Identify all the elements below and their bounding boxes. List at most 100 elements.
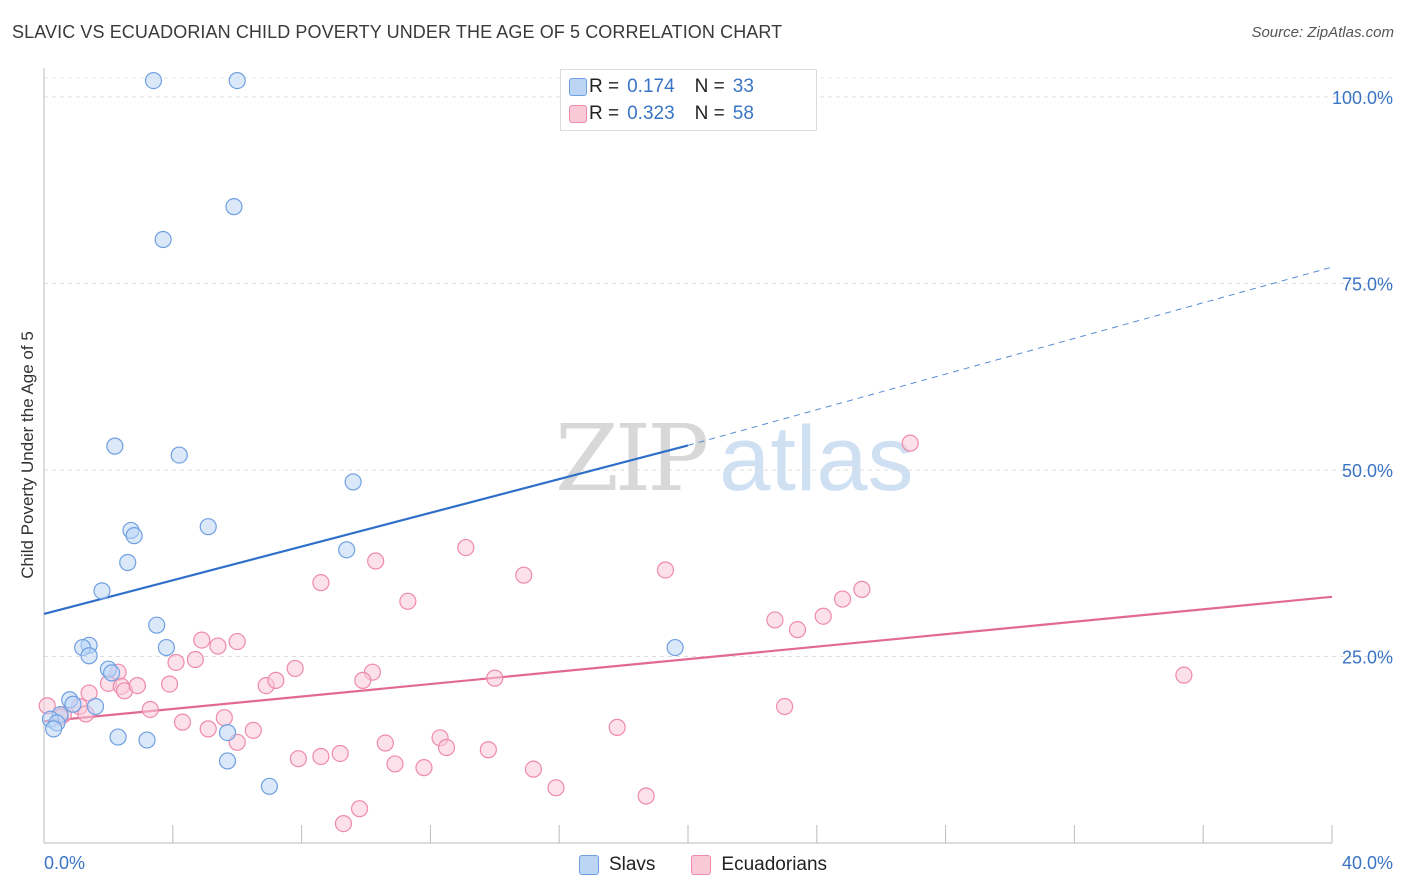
legend-r-label: R = [589, 103, 620, 124]
data-point-ecuadorians [515, 566, 533, 584]
data-point-ecuadorians [215, 709, 233, 727]
data-point-ecuadorians [209, 637, 227, 655]
data-point-ecuadorians [167, 653, 185, 672]
data-point-ecuadorians [354, 671, 372, 689]
x-tick-label: 0.0% [44, 853, 85, 873]
data-point-slavs [144, 71, 163, 90]
data-point-ecuadorians [833, 590, 852, 608]
series-label-ecuadorians: Ecuadorians [721, 854, 828, 875]
data-point-ecuadorians [267, 671, 285, 689]
series-swatch-slavs [578, 855, 599, 875]
legend-swatch-slavs [569, 78, 587, 96]
data-point-slavs [148, 616, 166, 634]
data-point-slavs [80, 647, 98, 665]
data-point-ecuadorians [766, 611, 784, 629]
series-legend: Slavs Ecuadorians [0, 852, 1406, 878]
data-point-ecuadorians [160, 675, 179, 693]
data-point-slavs [119, 553, 137, 572]
data-point-ecuadorians [547, 779, 565, 797]
series-label-slavs: Slavs [608, 854, 656, 875]
data-point-ecuadorians [141, 700, 159, 719]
data-point-ecuadorians [244, 721, 262, 739]
data-point-ecuadorians [479, 741, 497, 759]
legend-r-value: 0.174 [627, 76, 675, 97]
data-point-ecuadorians [128, 676, 146, 695]
data-point-slavs [170, 446, 188, 464]
legend-row-slavs: R = 0.174 N = 33 [569, 75, 754, 99]
data-point-slavs [154, 230, 172, 249]
data-point-ecuadorians [186, 650, 204, 669]
stats-legend: R = 0.174 N = 33 R = 0.323 N = 58 [560, 69, 817, 131]
data-point-ecuadorians [228, 632, 246, 651]
data-point-ecuadorians [1175, 666, 1193, 684]
legend-n-label: N = [694, 103, 725, 124]
data-point-slavs [125, 527, 143, 545]
legend-swatch-ecuadorians [569, 105, 587, 123]
x-tick-label: 40.0% [1342, 853, 1393, 873]
data-point-slavs [64, 695, 82, 713]
data-point-slavs [157, 638, 175, 657]
data-point-ecuadorians [901, 434, 919, 452]
data-point-slavs [338, 541, 356, 559]
data-point-slavs [199, 518, 217, 536]
data-point-slavs [225, 198, 243, 216]
data-point-ecuadorians [437, 738, 456, 757]
data-points [38, 71, 1193, 833]
data-point-ecuadorians [286, 659, 304, 678]
data-point-ecuadorians [350, 800, 369, 818]
data-point-slavs [666, 638, 684, 657]
data-point-slavs [218, 752, 237, 770]
y-tick-label: 50.0% [1342, 461, 1393, 481]
axes [43, 68, 1333, 844]
trend-line-slavs-extension [687, 266, 1333, 446]
data-point-ecuadorians [486, 669, 504, 687]
data-point-ecuadorians [334, 815, 353, 833]
series-legend-slavs: Slavs [578, 854, 656, 876]
y-axis-label: Child Poverty Under the Age of 5 [18, 331, 37, 579]
data-point-ecuadorians [312, 747, 330, 766]
data-point-ecuadorians [814, 607, 832, 625]
data-point-slavs [138, 731, 156, 749]
legend-n-label: N = [694, 76, 725, 97]
trend-line-ecuadorians [43, 595, 1333, 723]
grid-lines [44, 77, 1392, 657]
data-point-ecuadorians [289, 750, 307, 768]
y-tick-label: 75.0% [1342, 275, 1393, 295]
data-point-ecuadorians [457, 538, 475, 557]
series-legend-ecuadorians: Ecuadorians [691, 854, 827, 876]
data-point-ecuadorians [637, 787, 655, 805]
data-point-ecuadorians [376, 734, 394, 752]
data-point-ecuadorians [415, 759, 433, 777]
y-tick-label: 100.0% [1332, 88, 1393, 108]
data-point-ecuadorians [367, 552, 385, 570]
trend-lines [43, 266, 1333, 723]
data-point-slavs [228, 71, 246, 90]
data-point-slavs [218, 723, 237, 742]
data-point-ecuadorians [399, 592, 417, 610]
data-point-ecuadorians [173, 713, 192, 731]
data-point-ecuadorians [386, 755, 404, 773]
data-point-slavs [344, 473, 362, 491]
data-point-ecuadorians [331, 744, 349, 763]
data-point-ecuadorians [608, 718, 626, 736]
legend-n-value: 58 [732, 103, 754, 124]
data-point-slavs [260, 777, 278, 795]
data-point-slavs [93, 582, 111, 600]
data-point-slavs [109, 728, 127, 746]
data-point-ecuadorians [775, 697, 794, 716]
legend-row-ecuadorians: R = 0.323 N = 58 [569, 102, 754, 126]
data-point-ecuadorians [853, 580, 871, 598]
source-label: Source: ZipAtlas.com [1251, 24, 1394, 41]
data-point-slavs [103, 664, 121, 682]
data-point-slavs [45, 720, 63, 738]
legend-r-value: 0.323 [627, 103, 675, 124]
data-point-ecuadorians [193, 631, 211, 649]
data-point-ecuadorians [312, 574, 330, 592]
tick-labels: 25.0% 50.0% 75.0% 100.0% 0.0% 40.0% [44, 88, 1393, 873]
legend-n-value: 33 [732, 76, 754, 97]
data-point-slavs [86, 697, 105, 716]
series-swatch-ecuadorians [691, 855, 712, 875]
chart-title: SLAVIC VS ECUADORIAN CHILD POVERTY UNDER… [12, 22, 783, 42]
data-point-ecuadorians [199, 720, 217, 738]
